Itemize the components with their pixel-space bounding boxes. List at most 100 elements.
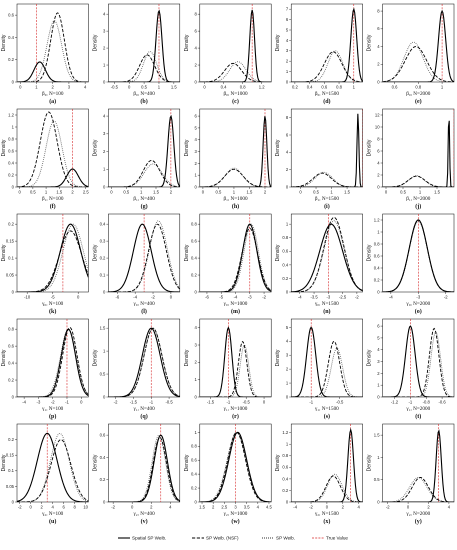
x-tick-label: 1.5 — [434, 190, 440, 195]
y-tick-label: 0.2 — [191, 485, 197, 490]
panel-s: -1 -0.5 0 1 2 3 4 5 Density γ₁, N=1500(s) — [275, 318, 363, 420]
y-tick-label: 1 — [286, 222, 289, 227]
panel-y: -2 0 2 4 0 0.5 1 1.5 Density γ₂, N=2000(y) — [367, 423, 455, 525]
y-tick-label: 0.05 — [6, 272, 15, 277]
y-tick-label: 5 — [286, 325, 289, 330]
y-tick-label: 0 — [103, 184, 106, 189]
y-axis-label: Density — [1, 139, 7, 156]
x-tick-label: 0.8 — [415, 85, 421, 90]
y-tick-label: 8 — [286, 115, 289, 120]
x-tick-label: 2 — [427, 505, 430, 510]
x-tick-label: 2 — [41, 505, 44, 510]
density-curve-sp — [291, 220, 363, 292]
density-curve-spatial — [199, 431, 272, 502]
y-tick-label: 2 — [377, 62, 380, 67]
panel-x: -4 -2 0 2 4 0 0.2 0.4 0.6 0.8 1 1.2 Density γ₂, N=150… — [275, 423, 363, 525]
x-tick-label: -0.5 — [165, 400, 173, 405]
y-axis-label: Density — [184, 34, 190, 51]
x-tick-label: 1.5 — [344, 190, 350, 195]
y-tick-label: 0 — [377, 499, 380, 504]
x-tick-label: 8 — [73, 505, 76, 510]
plot-frame — [108, 318, 181, 398]
panel-label: (p) — [49, 413, 56, 420]
y-tick-label: 6 — [377, 148, 380, 153]
x-tick-label: -1 — [226, 400, 230, 405]
y-tick-label: 0 — [377, 394, 380, 399]
density-curve-nsf — [108, 436, 180, 502]
y-axis-label: Density — [184, 454, 190, 471]
x-tick-label: -0.6 — [438, 400, 446, 405]
density-curve-sp — [199, 61, 272, 82]
x-tick-label: 3 — [234, 505, 237, 510]
y-tick-label: 0 — [103, 394, 106, 399]
y-tick-label: 6 — [286, 132, 289, 137]
y-tick-label: 5 — [286, 27, 289, 32]
density-curve-sp — [108, 51, 180, 82]
x-tick-label: -5 — [51, 295, 55, 300]
density-curve-spatial — [199, 9, 272, 82]
y-tick-label: 1 — [377, 455, 380, 460]
panel-label: (a) — [49, 98, 56, 105]
density-curve-spatial — [291, 326, 363, 397]
x-tick-label: 3 — [68, 85, 71, 90]
y-axis-label: Density — [92, 349, 98, 366]
plot-frame — [108, 423, 181, 503]
plot-frame — [16, 3, 89, 83]
x-tick-label: -2 — [111, 505, 115, 510]
plot-frame — [382, 108, 455, 188]
panel-label: (j) — [415, 203, 421, 210]
panel-d: 0.2 0.4 0.6 0.8 1 0 1 2 3 4 5 6 7 Density β₀, N=1500(d… — [275, 3, 363, 105]
panel-label: (u) — [49, 518, 56, 525]
x-tick-label: 0 — [30, 505, 33, 510]
x-tick-label: -4 — [389, 295, 393, 300]
x-tick-label: 0 — [326, 505, 329, 510]
x-tick-label: -2 — [309, 505, 313, 510]
density-curve-spatial — [382, 219, 455, 292]
x-tick-label: -2 — [444, 295, 448, 300]
x-tick-label: -0.5 — [111, 85, 119, 90]
x-tick-label: 0 — [128, 85, 131, 90]
panel-b: -0.5 0 0.5 1 1.5 0 1 2 3 4 Density β₀, N=400(b) — [92, 3, 181, 105]
x-tick-label: -2 — [386, 505, 390, 510]
panel-o: -4 -3 -2 0 0.2 0.4 0.6 0.8 1 1.2 Density γ₀, N=2000… — [367, 213, 455, 315]
y-axis-label: Density — [275, 349, 281, 366]
density-curve-spatial — [199, 116, 272, 187]
panel-a: 0 1 2 3 4 0 0.2 0.4 0.6 Density β₀, N=100(a) — [1, 3, 89, 105]
y-tick-label: 0 — [194, 499, 197, 504]
x-tick-label: 0.5 — [30, 190, 36, 195]
y-tick-label: 1 — [103, 167, 106, 172]
x-tick-label: 2 — [264, 190, 267, 195]
panel-label: (c) — [232, 98, 239, 105]
x-axis-label: γ₀, N=2000 — [406, 301, 430, 307]
density-curve-spatial — [108, 327, 180, 397]
density-curve-spatial — [382, 9, 455, 82]
y-tick-label: 1 — [377, 383, 380, 388]
y-tick-label: 4 — [286, 339, 289, 344]
plot-frame — [16, 423, 89, 503]
y-axis-label: Density — [367, 139, 373, 156]
x-tick-label: 4 — [357, 505, 360, 510]
y-tick-label: 0 — [12, 394, 15, 399]
y-tick-label: 0.5 — [374, 477, 380, 482]
y-tick-label: 0 — [12, 79, 15, 84]
x-tick-label: 2 — [170, 190, 173, 195]
y-tick-label: 1 — [194, 377, 197, 382]
x-tick-label: 0.4 — [221, 85, 227, 90]
y-tick-label: 0.8 — [8, 136, 14, 141]
x-tick-label: 1 — [233, 190, 236, 195]
y-axis-label: Density — [367, 454, 373, 471]
x-tick-label: -0.5 — [243, 400, 251, 405]
x-tick-label: -1.5 — [207, 400, 215, 405]
density-curve-nsf — [108, 223, 180, 292]
y-tick-label: 0 — [286, 499, 289, 504]
y-tick-label: 0 — [286, 289, 289, 294]
legend-entry: SP Weib. (NSF) — [206, 536, 239, 541]
density-curve-nsf — [17, 327, 89, 397]
x-tick-label: 0.8 — [240, 85, 246, 90]
y-tick-label: 4 — [286, 150, 289, 155]
y-tick-label: 10 — [375, 124, 380, 129]
y-tick-label: 2 — [286, 367, 289, 372]
density-curve-spatial — [108, 434, 180, 502]
x-axis-label: γ₂, N=1000 — [224, 511, 248, 517]
x-tick-label: 0.6 — [321, 85, 327, 90]
